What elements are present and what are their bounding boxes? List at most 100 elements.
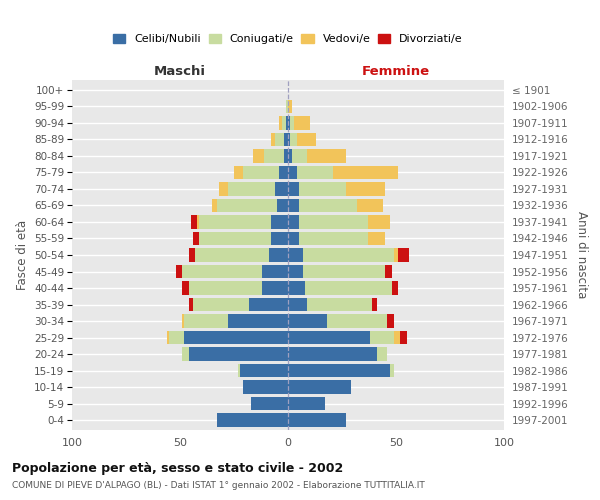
Bar	[242, 166, 280, 179]
Bar	[275, 132, 284, 146]
Bar	[280, 166, 288, 179]
Bar	[394, 248, 398, 262]
Bar	[264, 149, 284, 162]
Bar	[195, 248, 269, 262]
Bar	[271, 232, 288, 245]
Bar	[288, 116, 290, 130]
Bar	[184, 331, 288, 344]
Bar	[288, 380, 350, 394]
Bar	[398, 248, 409, 262]
Bar	[290, 132, 296, 146]
Text: Femmine: Femmine	[362, 64, 430, 78]
Bar	[327, 314, 388, 328]
Bar	[262, 281, 288, 295]
Bar	[212, 198, 217, 212]
Bar	[296, 132, 316, 146]
Bar	[392, 281, 398, 295]
Bar	[286, 116, 288, 130]
Bar	[288, 264, 303, 278]
Bar	[368, 215, 389, 229]
Text: Maschi: Maschi	[154, 64, 206, 78]
Bar	[191, 215, 197, 229]
Bar	[357, 198, 383, 212]
Bar	[288, 149, 292, 162]
Bar	[253, 149, 264, 162]
Bar	[238, 364, 241, 378]
Bar	[389, 364, 394, 378]
Bar	[296, 166, 334, 179]
Bar	[169, 331, 184, 344]
Bar	[292, 149, 307, 162]
Bar	[385, 264, 392, 278]
Bar	[368, 232, 385, 245]
Bar	[372, 298, 377, 312]
Bar	[188, 348, 288, 361]
Bar	[197, 215, 199, 229]
Bar	[288, 281, 305, 295]
Bar	[288, 182, 299, 196]
Bar	[288, 248, 303, 262]
Bar	[303, 248, 394, 262]
Bar	[219, 182, 227, 196]
Bar	[370, 331, 394, 344]
Bar	[307, 149, 346, 162]
Bar	[277, 198, 288, 212]
Bar	[227, 314, 288, 328]
Bar	[271, 132, 275, 146]
Bar	[299, 232, 368, 245]
Bar	[242, 380, 288, 394]
Bar	[334, 166, 398, 179]
Bar	[262, 264, 288, 278]
Bar	[288, 331, 370, 344]
Bar	[388, 314, 394, 328]
Bar	[299, 198, 357, 212]
Bar	[249, 298, 288, 312]
Bar	[288, 198, 299, 212]
Bar	[307, 298, 372, 312]
Bar	[199, 232, 271, 245]
Bar	[377, 348, 388, 361]
Bar	[184, 314, 227, 328]
Bar	[269, 248, 288, 262]
Text: COMUNE DI PIEVE D'ALPAGO (BL) - Dati ISTAT 1° gennaio 2002 - Elaborazione TUTTIT: COMUNE DI PIEVE D'ALPAGO (BL) - Dati IST…	[12, 481, 425, 490]
Bar	[288, 397, 325, 410]
Bar	[286, 100, 288, 113]
Bar	[182, 348, 188, 361]
Bar	[271, 215, 288, 229]
Y-axis label: Fasce di età: Fasce di età	[16, 220, 29, 290]
Bar	[188, 281, 262, 295]
Bar	[394, 331, 400, 344]
Bar	[288, 232, 299, 245]
Bar	[288, 166, 296, 179]
Bar	[288, 298, 307, 312]
Bar	[295, 116, 310, 130]
Bar	[167, 331, 169, 344]
Bar	[290, 116, 295, 130]
Bar	[288, 215, 299, 229]
Bar	[176, 264, 182, 278]
Bar	[400, 331, 407, 344]
Bar	[284, 132, 288, 146]
Bar	[251, 397, 288, 410]
Bar	[305, 281, 392, 295]
Bar	[288, 132, 290, 146]
Bar	[284, 149, 288, 162]
Bar	[299, 215, 368, 229]
Bar	[288, 348, 377, 361]
Bar	[346, 182, 385, 196]
Bar	[199, 215, 271, 229]
Bar	[288, 100, 292, 113]
Bar	[288, 414, 346, 427]
Bar	[182, 281, 188, 295]
Bar	[280, 116, 281, 130]
Bar	[303, 264, 385, 278]
Bar	[241, 364, 288, 378]
Bar	[217, 198, 277, 212]
Bar	[281, 116, 286, 130]
Bar	[299, 182, 346, 196]
Bar	[275, 182, 288, 196]
Bar	[193, 298, 249, 312]
Bar	[217, 414, 288, 427]
Bar	[288, 364, 389, 378]
Text: Popolazione per età, sesso e stato civile - 2002: Popolazione per età, sesso e stato civil…	[12, 462, 343, 475]
